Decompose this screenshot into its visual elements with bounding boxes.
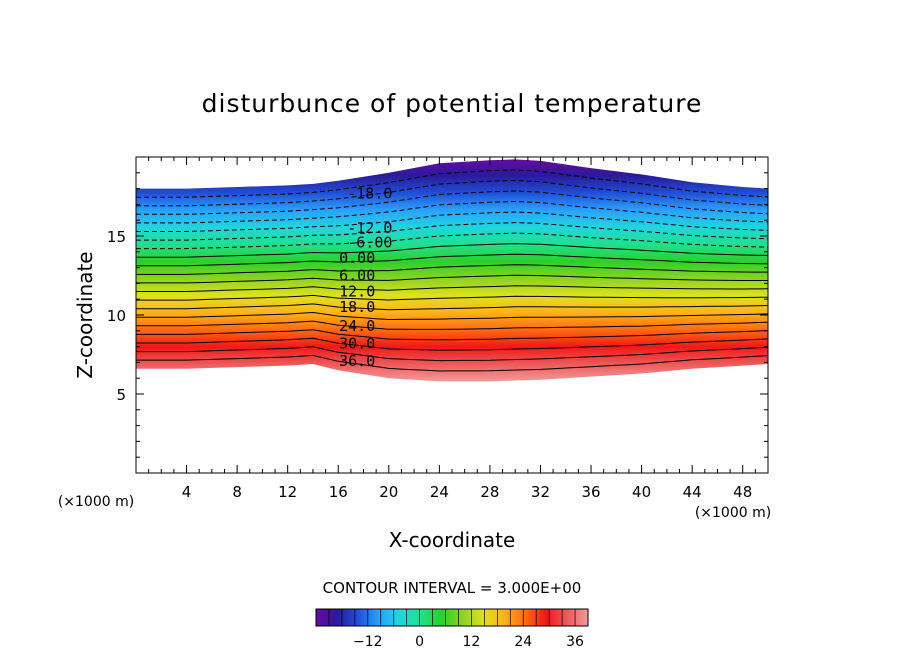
contour-line <box>136 285 769 292</box>
contour-line <box>136 329 769 341</box>
colorbar-tick-label: 12 <box>463 634 481 650</box>
y-tick-label: 10 <box>107 307 126 325</box>
x-tick-label: 40 <box>632 483 651 501</box>
contour-label: 30.0 <box>339 334 375 352</box>
x-tick-label: 32 <box>531 483 550 501</box>
contour-line <box>136 337 769 351</box>
chart-title: disturbunce of potential temperature <box>202 89 703 118</box>
contour-line <box>136 253 769 267</box>
contour-line <box>136 354 769 372</box>
x-tick-label: 44 <box>683 483 702 501</box>
x-tick-label: 4 <box>182 483 192 501</box>
x-tick-label: 16 <box>329 483 348 501</box>
contour-line <box>136 303 769 311</box>
contour-line <box>136 190 769 215</box>
colorbar-tick-label: −12 <box>353 634 383 650</box>
contour-line <box>136 200 769 224</box>
x-tick-label: 20 <box>379 483 398 501</box>
colorbar-gradient <box>315 608 589 627</box>
contour-label: -12.0 <box>347 219 392 237</box>
contour-line <box>136 311 769 321</box>
colorbar-tick-label: 0 <box>415 634 424 650</box>
x-axis-label: X-coordinate <box>389 528 516 552</box>
y-tick-label: 5 <box>116 386 126 404</box>
contour-line <box>136 169 769 198</box>
contour-line <box>136 294 769 301</box>
contour-lines <box>136 169 769 372</box>
contour-line <box>136 232 769 250</box>
x-unit-label-left: (×1000 m) <box>58 494 134 510</box>
contour-line <box>136 264 768 275</box>
contour-label: 36.0 <box>339 352 375 370</box>
contour-line <box>136 243 769 258</box>
colorbar-tick-label: 36 <box>566 634 584 650</box>
x-tick-label: 12 <box>278 483 297 501</box>
contour-label: 18.0 <box>339 298 375 316</box>
contour-line <box>136 179 769 207</box>
contour-label: 0.00 <box>339 249 375 267</box>
contour-line <box>136 211 769 232</box>
colorbar-tick-label: 24 <box>514 634 532 650</box>
contour-line <box>136 274 768 284</box>
x-tick-label: 24 <box>430 483 449 501</box>
y-axis-label: Z-coordinate <box>73 251 97 378</box>
x-tick-label: 28 <box>480 483 499 501</box>
contour-line <box>136 320 769 330</box>
contour-labels: -18.0 -12.0-6.000.006.0012.018.024.030.03… <box>339 184 392 369</box>
contour-label: -18.0 <box>347 184 392 202</box>
contour-label: 12.0 <box>339 282 375 300</box>
y-tick-label: 15 <box>107 228 126 246</box>
contour-label: 6.00 <box>339 267 375 285</box>
colorbar: −12 0 12 24 36 <box>315 608 589 650</box>
contour-line <box>136 222 769 241</box>
contour-interval-label: CONTOUR INTERVAL = 3.000E+00 <box>323 579 582 597</box>
contour-label: 24.0 <box>339 317 375 335</box>
contour-label: -6.00 <box>347 233 392 251</box>
x-tick-label: 48 <box>733 483 752 501</box>
x-unit-label-right: (×1000 m) <box>695 505 771 521</box>
x-tick-label: 8 <box>232 483 242 501</box>
contour-line <box>136 346 769 362</box>
x-tick-label: 36 <box>581 483 600 501</box>
